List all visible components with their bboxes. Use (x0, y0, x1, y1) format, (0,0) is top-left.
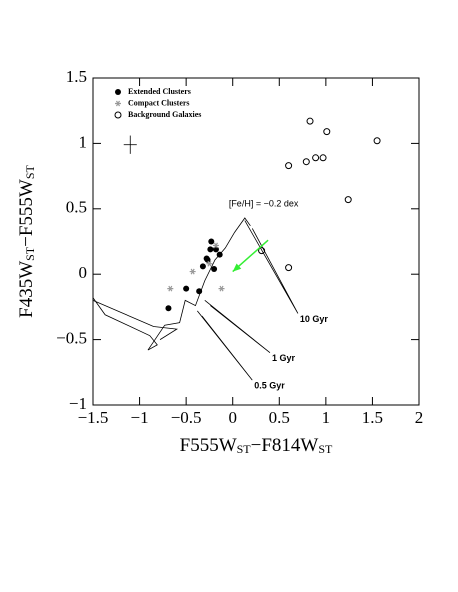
y-axis-label-sub: ST (23, 246, 37, 261)
point (285, 264, 293, 272)
y-tick-label: 1 (79, 132, 88, 151)
y-tick-label: 0.5 (66, 198, 87, 217)
x-tick-label: −0.5 (171, 408, 202, 427)
track-label: 1 Gyr (272, 353, 296, 363)
point (312, 154, 320, 162)
point (285, 162, 293, 170)
legend-label: Background Galaxies (128, 110, 201, 119)
reddening-arrowhead (232, 263, 242, 272)
point (207, 246, 214, 253)
y-axis-label-part: F435W (16, 261, 37, 318)
legend-marker (115, 89, 121, 95)
x-axis-label-sub: ST (318, 442, 333, 456)
point (319, 154, 327, 162)
x-axis-label: F555WST−F814WST (180, 435, 333, 456)
point (212, 242, 219, 249)
track (204, 300, 271, 353)
x-axis-label-part: −F814W (251, 435, 319, 456)
y-axis-label-part: −F555W (16, 179, 37, 247)
x-tick-label: −1 (131, 408, 149, 427)
x-tick-label: 0 (228, 408, 237, 427)
point (199, 263, 206, 270)
point (373, 137, 381, 145)
point (212, 246, 219, 253)
point (189, 268, 196, 275)
y-axis-label: F435WST−F555WST (16, 164, 37, 317)
track (244, 220, 299, 314)
x-tick-label: 1.5 (362, 408, 383, 427)
track (197, 310, 253, 381)
plot-frame (92, 77, 420, 406)
y-axis-label-sub: ST (23, 164, 37, 179)
point (183, 285, 190, 292)
point (344, 196, 352, 204)
point (204, 256, 211, 263)
x-tick-label: 2 (415, 408, 424, 427)
point (211, 265, 218, 272)
legend-marker (115, 100, 121, 107)
annotation: [Fe/H] = −0.2 dex (229, 198, 299, 208)
point (206, 260, 213, 267)
track-label: 10 Gyr (300, 314, 329, 324)
point (165, 305, 172, 312)
x-axis-label-part: F555W (180, 435, 237, 456)
y-tick-label: −1 (69, 394, 87, 413)
track (92, 217, 251, 351)
legend-label: Extended Clusters (128, 87, 191, 96)
y-tick-label: −0.5 (56, 329, 87, 348)
x-axis-label-sub: ST (237, 442, 252, 456)
legend-marker (114, 111, 122, 119)
point (323, 128, 331, 136)
y-tick-label: 1.5 (66, 67, 87, 86)
point (302, 158, 310, 166)
y-tick-label: 0 (79, 263, 88, 282)
x-tick-label: 1 (322, 408, 331, 427)
legend-label: Compact Clusters (128, 98, 190, 107)
point (167, 285, 174, 292)
x-tick-label: −1.5 (78, 408, 109, 427)
point (306, 117, 314, 125)
x-tick-label: 0.5 (269, 408, 290, 427)
track-label: 0.5 Gyr (254, 381, 285, 391)
point (218, 285, 225, 292)
point (208, 238, 215, 245)
